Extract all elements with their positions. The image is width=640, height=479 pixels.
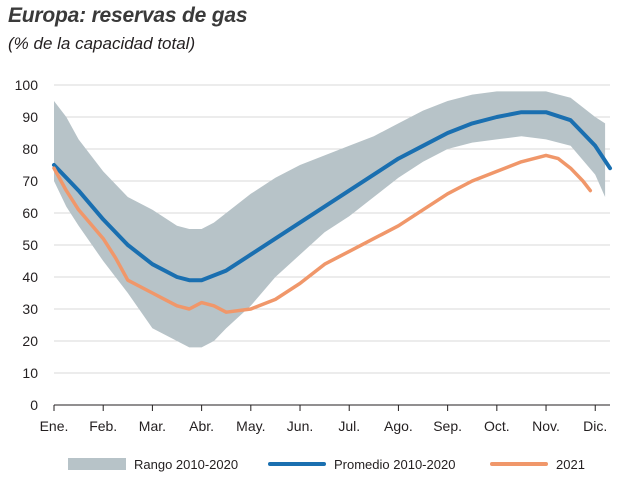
x-tick-label: Sep. [433, 418, 462, 434]
legend-label-average: Promedio 2010-2020 [334, 456, 456, 472]
legend-swatch-2021 [490, 462, 548, 466]
y-tick-label: 0 [30, 397, 38, 413]
chart-subtitle: (% de la capacidad total) [8, 34, 196, 53]
y-tick-label: 100 [15, 77, 39, 93]
y-tick-label: 50 [22, 237, 38, 253]
x-tick-label: May. [236, 418, 265, 434]
chart-legend: Rango 2010-2020 Promedio 2010-2020 2021 [60, 455, 620, 477]
x-tick-label: Jul. [338, 418, 360, 434]
y-tick-label: 70 [22, 173, 38, 189]
gas-reserves-chart: 0 10 20 30 40 50 60 70 80 90 100 Ene. Feb. Mar. Abr. Ma… [15, 77, 612, 434]
x-tick-label: Dic. [583, 418, 607, 434]
legend-item-band: Rango 2010-2020 [68, 455, 238, 473]
legend-label-band: Rango 2010-2020 [134, 456, 239, 472]
average-line [52, 110, 612, 283]
line-2021 [52, 153, 593, 314]
x-tick-label: Feb. [89, 418, 117, 434]
x-tick-label: Oct. [484, 418, 510, 434]
x-tick-label: Ago. [384, 418, 413, 434]
x-tick-label: Ene. [40, 418, 69, 434]
legend-swatch-average [268, 462, 326, 466]
legend-item-2021: 2021 [490, 455, 585, 473]
legend-label-2021: 2021 [556, 456, 585, 472]
y-tick-label: 10 [22, 365, 38, 381]
x-tick-label: Nov. [532, 418, 560, 434]
y-tick-label: 20 [22, 333, 38, 349]
y-tick-label: 80 [22, 141, 38, 157]
y-tick-label: 30 [22, 301, 38, 317]
x-tick-label: Jun. [287, 418, 313, 434]
legend-item-average: Promedio 2010-2020 [268, 455, 455, 473]
y-tick-label: 40 [22, 269, 38, 285]
range-band [54, 91, 606, 348]
y-tick-label: 90 [22, 109, 38, 125]
x-tick-label: Mar. [139, 418, 166, 434]
legend-swatch-band [68, 458, 126, 470]
chart-title: Europa: reservas de gas [8, 4, 248, 27]
y-tick-label: 60 [22, 205, 38, 221]
x-tick-label: Abr. [189, 418, 214, 434]
